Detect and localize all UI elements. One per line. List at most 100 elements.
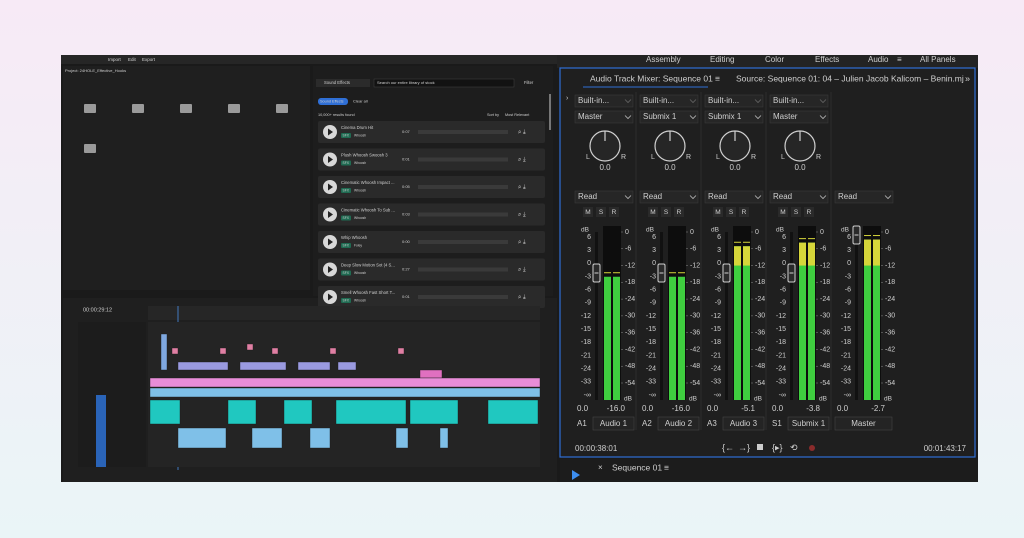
- track-button[interactable]: [596, 207, 606, 217]
- track-button-label[interactable]: M: [650, 209, 655, 216]
- chip-label[interactable]: Sound Effects: [320, 100, 344, 104]
- bin-folder[interactable]: [84, 104, 96, 113]
- selection-tool[interactable]: [572, 470, 580, 480]
- track-button[interactable]: [661, 207, 671, 217]
- clip[interactable]: [283, 399, 313, 425]
- track-button-label[interactable]: S: [729, 209, 734, 216]
- dropdown[interactable]: [834, 190, 894, 204]
- clip[interactable]: [239, 361, 287, 371]
- clip[interactable]: [251, 427, 283, 449]
- dropdown-label[interactable]: Read: [708, 192, 727, 201]
- go-in[interactable]: {←: [722, 442, 734, 452]
- dropdown-label[interactable]: Read: [838, 192, 857, 201]
- workspace-tab[interactable]: Effects: [815, 55, 839, 64]
- clip[interactable]: [337, 361, 357, 371]
- bin-folder[interactable]: [228, 104, 240, 113]
- dropdown-label[interactable]: Master: [578, 112, 603, 121]
- dropdown[interactable]: [316, 79, 370, 87]
- clip[interactable]: [487, 399, 539, 425]
- chip[interactable]: [318, 98, 348, 105]
- track-button[interactable]: [739, 207, 749, 217]
- volume-value[interactable]: 0.0: [642, 404, 654, 413]
- clip[interactable]: [149, 377, 541, 388]
- workspace-menu[interactable]: ≡: [897, 55, 902, 64]
- clip[interactable]: [149, 399, 181, 425]
- track-button[interactable]: [804, 207, 814, 217]
- dropdown[interactable]: [704, 94, 764, 108]
- track-button[interactable]: [726, 207, 736, 217]
- search-box[interactable]: [373, 78, 515, 88]
- pan-value[interactable]: 0.0: [664, 163, 676, 172]
- menu-item[interactable]: Edit: [128, 57, 137, 62]
- pan-value[interactable]: 0.0: [729, 163, 741, 172]
- clip[interactable]: [409, 399, 459, 425]
- track-button[interactable]: [609, 207, 619, 217]
- icons[interactable]: ⌕ ⤓: [518, 266, 526, 273]
- clip[interactable]: [271, 347, 279, 355]
- icons[interactable]: ⌕ ⤓: [518, 129, 526, 136]
- close-icon[interactable]: ×: [598, 463, 603, 472]
- bin-folder[interactable]: [276, 104, 288, 113]
- icons[interactable]: ⌕ ⤓: [518, 156, 526, 163]
- clip[interactable]: [397, 347, 405, 355]
- dropdown[interactable]: [769, 110, 829, 124]
- pan-value[interactable]: 0.0: [794, 163, 806, 172]
- track-button-label[interactable]: S: [664, 209, 669, 216]
- workspace-tab[interactable]: All Panels: [920, 55, 956, 64]
- menu-item[interactable]: Import: [108, 57, 122, 62]
- dropdown-label[interactable]: Built-in...: [708, 96, 739, 105]
- track-button-label[interactable]: M: [715, 209, 720, 216]
- clip[interactable]: [335, 399, 407, 425]
- mixer-title[interactable]: Audio Track Mixer: Sequence 01: [590, 73, 713, 83]
- clip[interactable]: [395, 427, 409, 449]
- volume-value[interactable]: 0.0: [577, 404, 589, 413]
- dropdown-label[interactable]: Read: [643, 192, 662, 201]
- clip[interactable]: [419, 369, 443, 379]
- collapse-icon[interactable]: ›: [566, 95, 569, 102]
- icons[interactable]: ⌕ ⤓: [518, 211, 526, 218]
- track-button[interactable]: [674, 207, 684, 217]
- workspace-tab[interactable]: Assembly: [646, 55, 681, 64]
- menu-icon[interactable]: ≡: [715, 73, 720, 83]
- track-button-label[interactable]: S: [794, 209, 799, 216]
- dropdown[interactable]: [769, 94, 829, 108]
- track-button-label[interactable]: M: [780, 209, 785, 216]
- clip[interactable]: [329, 347, 337, 355]
- workspace-tab[interactable]: Color: [765, 55, 784, 64]
- track-button[interactable]: [791, 207, 801, 217]
- dropdown[interactable]: [639, 190, 699, 204]
- clip[interactable]: [297, 361, 331, 371]
- workspace-tab[interactable]: Editing: [710, 55, 734, 64]
- dropdown-label[interactable]: Built-in...: [578, 96, 609, 105]
- track-button-label[interactable]: R: [612, 209, 617, 216]
- clip[interactable]: [439, 427, 449, 449]
- clip[interactable]: [149, 387, 541, 398]
- dropdown[interactable]: [769, 190, 829, 204]
- play-in-out[interactable]: {▸}: [772, 442, 783, 452]
- dropdown-label[interactable]: Read: [773, 192, 792, 201]
- dropdown-label[interactable]: Submix 1: [708, 112, 742, 121]
- pan-value[interactable]: 0.0: [599, 163, 611, 172]
- clip[interactable]: [177, 427, 227, 449]
- icons[interactable]: ⌕ ⤓: [518, 184, 526, 191]
- clip[interactable]: [177, 361, 229, 371]
- clip[interactable]: [227, 399, 257, 425]
- sort-value[interactable]: Most Relevant: [505, 113, 530, 117]
- track-button[interactable]: [648, 207, 658, 217]
- project-tab[interactable]: Project: 24HOLE_Effective_Hooks: [65, 68, 126, 73]
- stop[interactable]: [757, 444, 763, 450]
- clip[interactable]: [246, 343, 254, 351]
- bin-folder[interactable]: [132, 104, 144, 113]
- volume-value[interactable]: 0.0: [707, 404, 719, 413]
- source-tab[interactable]: Source: Sequence 01: 04 – Julien Jacob K…: [736, 73, 964, 83]
- icons[interactable]: ⌕ ⤓: [518, 239, 526, 246]
- dropdown-label[interactable]: Sound Effects: [324, 80, 350, 85]
- track-button-label[interactable]: R: [677, 209, 682, 216]
- dropdown-label[interactable]: Read: [578, 192, 597, 201]
- dropdown[interactable]: [574, 110, 634, 124]
- dropdown-label[interactable]: Submix 1: [643, 112, 677, 121]
- track-button[interactable]: [583, 207, 593, 217]
- track-button-label[interactable]: R: [807, 209, 812, 216]
- clip[interactable]: [309, 427, 331, 449]
- loop[interactable]: ⟲: [790, 442, 798, 452]
